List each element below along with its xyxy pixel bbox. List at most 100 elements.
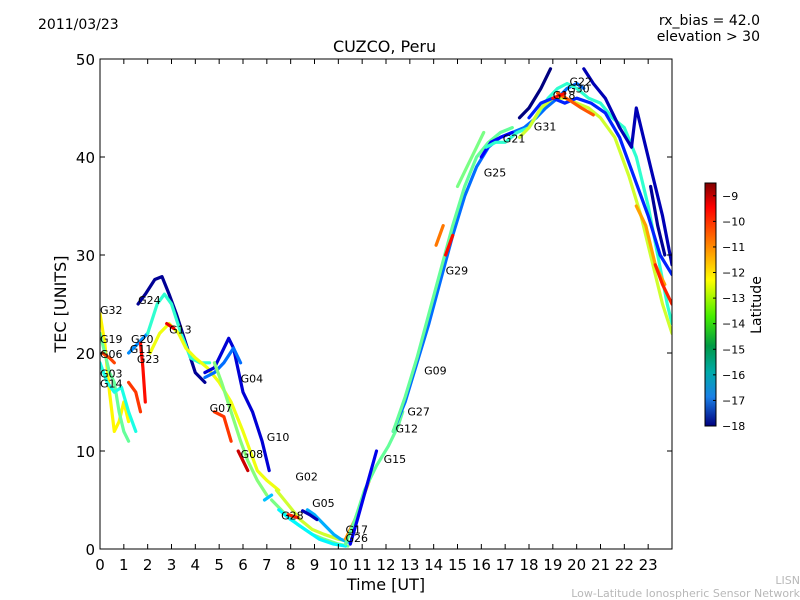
tec-track-11	[165, 322, 176, 331]
x-tick-label-5: 5	[214, 556, 224, 574]
y-tick-label-0: 0	[85, 541, 95, 559]
elevation-label: elevation > 30	[656, 29, 760, 45]
x-tick-label-3: 3	[167, 556, 177, 574]
satellite-label-g29: G29	[446, 265, 469, 278]
tec-track-40	[648, 184, 667, 257]
satellite-label-g06: G06	[100, 348, 123, 361]
colorbar-tick-label-4: −13	[722, 292, 745, 305]
satellite-label-g03: G03	[100, 368, 123, 381]
tec-track-21	[305, 508, 350, 544]
y-axis-label: TEC [UNITS]	[51, 256, 70, 354]
x-tick-label-1: 1	[119, 556, 129, 574]
colorbar-tick-label-1: −10	[722, 215, 745, 228]
satellite-label-g25: G25	[484, 167, 507, 180]
satellite-label-g24: G24	[138, 294, 161, 307]
tec-track-17	[262, 493, 274, 502]
colorbar-label: Latitude	[749, 276, 765, 334]
tec-track-32	[479, 130, 514, 159]
tec-track-33	[484, 81, 672, 326]
tec-track-3	[100, 361, 138, 433]
satellite-label-g13: G13	[169, 323, 192, 336]
annotation-layer: G32G19G06G03G14G20G11G23G24G13G04G07G10G…	[100, 76, 592, 546]
tec-track-5	[127, 331, 150, 355]
satellite-label-g14: G14	[100, 377, 123, 390]
satellite-label-g27: G27	[407, 406, 430, 419]
x-tick-label-8: 8	[286, 556, 296, 574]
satellite-label-g09: G09	[424, 365, 447, 378]
satellite-label-g12: G12	[396, 422, 419, 435]
tec-track-37	[582, 67, 672, 267]
tec-track-27	[391, 81, 586, 433]
chart-title: CUZCO, Peru	[333, 37, 437, 56]
satellite-label-g26: G26	[346, 532, 369, 545]
footer: LISN Low-Latitude Ionospheric Sensor Net…	[571, 574, 800, 600]
satellite-label-g04: G04	[241, 372, 264, 385]
x-tick-label-6: 6	[238, 556, 248, 574]
satellite-label-g07: G07	[210, 402, 233, 415]
satellite-label-g17: G17	[346, 523, 369, 536]
colorbar-ticks: −9 −10 −11 −12 −13 −14 −15 −16 −17 −18	[713, 190, 745, 433]
x-tick-label-20: 20	[567, 556, 586, 574]
x-tick-label-23: 23	[639, 556, 658, 574]
x-tick-label-14: 14	[424, 556, 443, 574]
tec-track-36	[517, 67, 553, 120]
tec-track-10	[127, 380, 143, 414]
plot-frame	[99, 58, 673, 550]
tec-track-26	[348, 449, 379, 546]
y-tick-label-20: 20	[76, 345, 95, 363]
satellite-label-g10: G10	[267, 431, 290, 444]
colorbar-tick-label-8: −17	[722, 394, 745, 407]
satellite-label-g02: G02	[295, 470, 318, 483]
tec-track-35	[527, 96, 672, 277]
satellite-label-g15: G15	[384, 453, 407, 466]
colorbar-tick-label-5: −14	[722, 318, 745, 331]
x-tick-label-4: 4	[191, 556, 201, 574]
x-tick-label-13: 13	[400, 556, 419, 574]
tec-track-29	[434, 224, 445, 247]
x-tick-label-7: 7	[262, 556, 272, 574]
satellite-label-g32: G32	[100, 304, 123, 317]
satellite-label-g21: G21	[503, 132, 526, 145]
x-tick-label-17: 17	[496, 556, 515, 574]
satellite-label-g11: G11	[130, 343, 153, 356]
satellite-label-g08: G08	[241, 448, 264, 461]
colorbar	[704, 182, 717, 427]
tec-track-6	[136, 275, 207, 384]
tec-track-28	[391, 125, 514, 433]
tec-track-25	[343, 410, 405, 546]
tec-track-31	[455, 130, 486, 188]
rx-bias-label: rx_bias = 42.0	[658, 13, 760, 29]
x-tick-label-12: 12	[376, 556, 395, 574]
tec-track-20	[277, 508, 348, 548]
x-tick-label-9: 9	[310, 556, 320, 574]
tec-track-30	[444, 233, 455, 257]
y-tick-label-10: 10	[76, 443, 95, 461]
x-tick-label-19: 19	[543, 556, 562, 574]
satellite-label-g19: G19	[100, 333, 123, 346]
satellite-label-g20: G20	[131, 333, 154, 346]
x-tick-label-21: 21	[591, 556, 610, 574]
tec-track-39	[551, 91, 567, 100]
satellite-label-g05: G05	[312, 497, 335, 510]
tec-track-9	[138, 341, 147, 404]
x-tick-label-16: 16	[472, 556, 491, 574]
footer-line2: Low-Latitude Ionospheric Sensor Network	[571, 587, 800, 600]
x-tick-label-22: 22	[615, 556, 634, 574]
colorbar-tick-label-7: −16	[722, 369, 745, 382]
tec-track-1	[100, 312, 131, 433]
x-axis-label: Time [UT]	[346, 575, 425, 594]
satellite-label-g30: G30	[567, 82, 590, 95]
satellite-label-g23: G23	[137, 353, 160, 366]
colorbar-tick-label-0: −9	[722, 190, 738, 203]
satellite-label-g22: G22	[570, 76, 593, 89]
colorbar-tick-label-9: −18	[722, 420, 745, 433]
x-tick-label-0: 0	[95, 556, 105, 574]
tec-track-13	[203, 346, 243, 380]
tec-track-16	[236, 449, 250, 473]
satellite-label-g18: G18	[553, 89, 576, 102]
tec-track-4	[100, 351, 116, 365]
date-label: 2011/03/23	[38, 17, 119, 33]
x-tick-label-11: 11	[353, 556, 372, 574]
y-tick-label-50: 50	[76, 51, 95, 69]
y-tick-label-40: 40	[76, 149, 95, 167]
